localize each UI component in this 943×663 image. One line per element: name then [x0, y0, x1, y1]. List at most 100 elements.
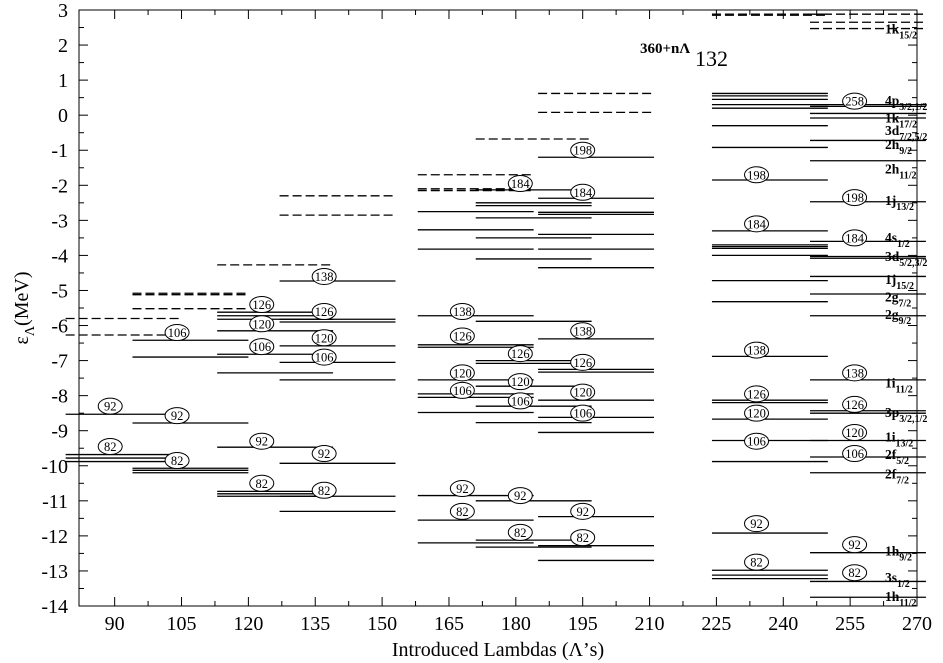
magic-number-label: 126	[453, 330, 472, 344]
orbital-label-sub: 5/2	[896, 456, 909, 467]
x-tick-label: 105	[167, 613, 197, 635]
y-axis-title-sub: Λ	[23, 325, 38, 336]
y-tick-label: -1	[51, 140, 68, 162]
magic-number-label: 82	[171, 454, 184, 468]
magic-number-marker: 92	[97, 397, 123, 415]
magic-number-label: 106	[845, 447, 864, 461]
magic-number-label: 92	[750, 517, 763, 531]
magic-number-marker: 120	[744, 404, 770, 422]
magic-number-label: 198	[747, 168, 766, 182]
magic-number-label: 120	[845, 426, 864, 440]
orbital-label: 2h11/2	[885, 162, 917, 182]
magic-number-ellipse	[570, 322, 596, 340]
magic-number-marker: 106	[744, 432, 770, 450]
magic-number-ellipse	[744, 553, 770, 571]
chart-annotation-prefix: 360+nΛ	[640, 41, 690, 57]
magic-number-ellipse	[507, 487, 533, 505]
magic-number-label: 82	[318, 484, 331, 498]
magic-number-marker: 82	[507, 523, 533, 541]
y-tick-label: -12	[41, 526, 68, 548]
magic-number-marker: 106	[507, 392, 533, 410]
orbital-label-main: 2h	[885, 137, 900, 152]
magic-number-label: 120	[573, 386, 592, 400]
magic-number-ellipse	[842, 536, 868, 554]
magic-number-marker: 198	[842, 189, 868, 207]
orbital-label: 1j13/2	[885, 193, 914, 213]
magic-number-label: 138	[453, 305, 472, 319]
magic-number-marker: 92	[507, 487, 533, 505]
x-tick-label: 180	[501, 613, 531, 635]
magic-number-marker: 92	[164, 407, 190, 425]
magic-number-marker: 184	[570, 183, 596, 201]
y-axis-title: εΛ(MeV)	[11, 272, 38, 345]
magic-number-ellipse	[311, 267, 337, 285]
y-tick-label: 1	[58, 70, 68, 92]
magic-number-ellipse	[842, 364, 868, 382]
magic-number-marker: 120	[507, 373, 533, 391]
y-tick-label: 2	[58, 35, 68, 57]
magic-number-ellipse	[311, 348, 337, 366]
magic-number-label: 92	[104, 400, 117, 414]
svg-text:εΛ(MeV): εΛ(MeV)	[11, 272, 38, 345]
orbital-label: 4p3/2,1/2	[885, 93, 927, 113]
magic-number-marker: 92	[449, 480, 475, 498]
magic-number-marker: 198	[570, 141, 596, 159]
orbital-label-sub: 3/2,1/2	[899, 414, 927, 425]
magic-number-marker: 120	[249, 315, 275, 333]
magic-number-label: 82	[576, 531, 589, 545]
magic-number-marker: 126	[311, 303, 337, 321]
magic-number-marker: 126	[249, 295, 275, 313]
magic-number-label: 92	[514, 489, 527, 503]
orbital-label-sub: 11/2	[896, 384, 913, 395]
y-axis-title-base: ε	[11, 336, 33, 344]
orbital-label: 2g9/2	[885, 307, 911, 327]
magic-number-marker: 82	[249, 474, 275, 492]
orbital-label-sub: 9/2	[899, 553, 912, 564]
x-tick-label: 120	[233, 613, 263, 635]
axes: 90 105 120 135 150 165 180 195 210 225 240 255 27032…	[41, 0, 932, 635]
orbital-label-sub: 9/2	[899, 316, 912, 327]
magic-number-label: 138	[573, 324, 592, 338]
magic-number-marker: 82	[842, 564, 868, 582]
orbital-label: 3s1/2	[885, 570, 910, 590]
magic-number-label: 138	[747, 344, 766, 358]
magic-number-ellipse	[311, 303, 337, 321]
y-tick-label: -4	[51, 245, 68, 267]
magic-number-ellipse	[570, 404, 596, 422]
magic-number-marker: 82	[570, 529, 596, 547]
x-tick-label: 195	[568, 613, 598, 635]
orbital-label: 1j15/2	[885, 272, 914, 292]
magic-number-label: 106	[573, 407, 592, 421]
magic-number-ellipse	[842, 92, 868, 110]
magic-number-marker: 126	[507, 345, 533, 363]
magic-number-marker: 92	[744, 515, 770, 533]
magic-number-ellipse	[507, 523, 533, 541]
orbital-label-main: 1j	[885, 272, 896, 287]
magic-number-label: 106	[511, 394, 530, 408]
magic-number-marker: 82	[449, 502, 475, 520]
orbital-label: 1k17/2	[885, 111, 917, 131]
magic-number-marker: 82	[744, 553, 770, 571]
magic-number-label: 126	[252, 298, 271, 312]
magic-number-label: 126	[573, 356, 592, 370]
magic-number-label: 126	[845, 398, 864, 412]
magic-number-ellipse	[507, 373, 533, 391]
magic-number-ellipse	[449, 502, 475, 520]
magic-number-ellipse	[570, 353, 596, 371]
x-tick-label: 150	[367, 613, 397, 635]
magic-number-label: 92	[318, 447, 331, 461]
magic-number-label: 82	[848, 566, 861, 580]
magic-number-marker: 106	[570, 404, 596, 422]
y-tick-label: -7	[51, 351, 68, 373]
y-tick-label: -3	[51, 210, 68, 232]
y-tick-label: -11	[42, 491, 68, 513]
x-tick-label: 255	[835, 613, 865, 635]
magic-number-label: 198	[573, 144, 592, 158]
magic-number-marker: 126	[449, 327, 475, 345]
magic-number-ellipse	[842, 423, 868, 441]
magic-number-marker: 120	[842, 423, 868, 441]
orbital-label-sub: 1/2	[897, 579, 910, 590]
y-tick-label: -9	[51, 421, 68, 443]
orbital-label-sub: 7/2	[896, 476, 909, 487]
